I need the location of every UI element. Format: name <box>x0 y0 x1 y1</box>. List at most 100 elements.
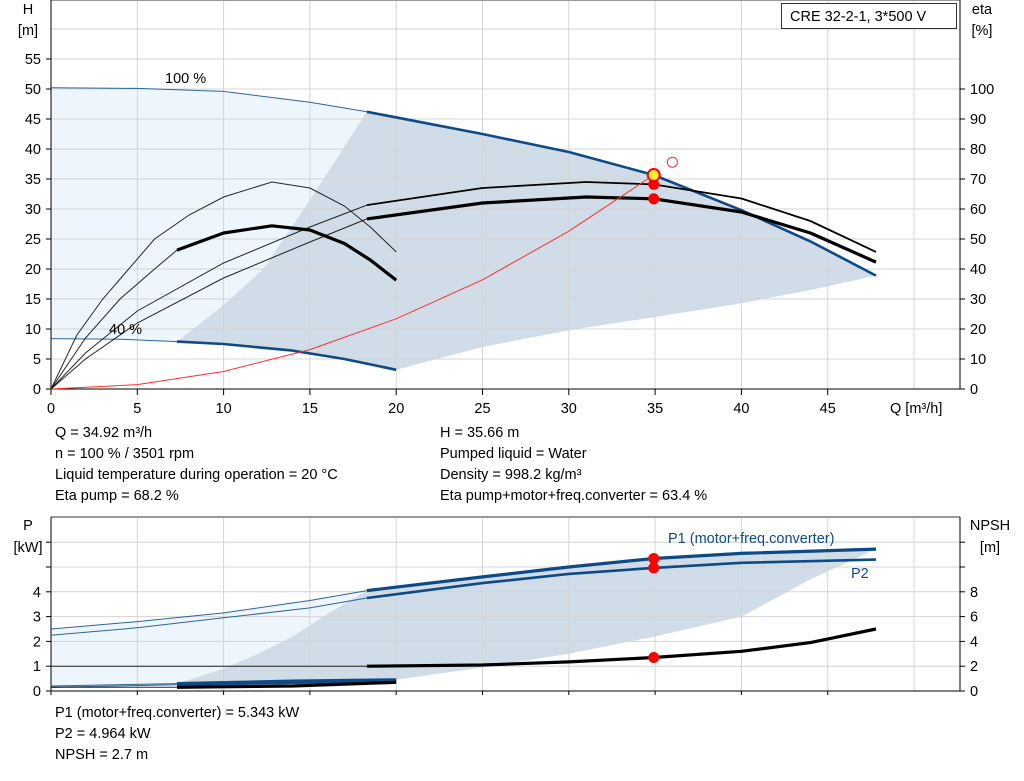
info-speed: n = 100 % / 3501 rpm <box>55 446 195 462</box>
y-axis-unit: [m] <box>18 23 38 39</box>
series-line-thin <box>50 338 178 343</box>
series-line-thin <box>50 597 367 636</box>
x-tick-label: 25 <box>474 401 490 417</box>
duty-point-head <box>646 168 661 183</box>
y2-tick-label: 60 <box>970 202 986 218</box>
y-tick-label: 20 <box>25 262 41 278</box>
y-tick-label: 4 <box>33 585 41 601</box>
y2-tick-label: 10 <box>970 352 986 368</box>
info-p1: P1 (motor+freq.converter) = 5.343 kW <box>55 705 300 721</box>
duty-point-npsh <box>648 652 660 664</box>
info-eta-pump: Eta pump = 68.2 % <box>55 488 179 504</box>
y2-tick-label: 40 <box>970 262 986 278</box>
x-tick-label: 10 <box>216 401 232 417</box>
duty-point-p1 <box>648 552 660 564</box>
series-line <box>176 678 397 686</box>
series-line <box>176 340 397 372</box>
y-tick-label: 50 <box>25 82 41 98</box>
annotation-40-percent: 40 % <box>109 322 142 338</box>
y-tick-label: 30 <box>25 202 41 218</box>
y2-axis-unit: [m] <box>980 540 1000 556</box>
x-tick-label: 30 <box>561 401 577 417</box>
info-eta-total: Eta pump+motor+freq.converter = 63.4 % <box>440 488 708 504</box>
x-tick-label: 5 <box>133 401 141 417</box>
y2-tick-label: 100 <box>970 82 994 98</box>
series-line <box>366 558 877 600</box>
info-liquid: Pumped liquid = Water <box>440 446 587 462</box>
y-tick-label: 0 <box>33 684 41 700</box>
dark-operating-area <box>177 111 876 370</box>
duty-point-p2 <box>648 562 660 574</box>
info-top-right: H = 35.66 m Pumped liquid = Water Densit… <box>440 423 707 507</box>
y-tick-label: 10 <box>25 322 41 338</box>
light-operating-area <box>51 87 367 342</box>
y-tick-label: 5 <box>33 352 41 368</box>
annotation-p2: P2 <box>851 566 869 582</box>
x-tick-label: 35 <box>647 401 663 417</box>
y2-tick-label: 0 <box>970 684 978 700</box>
x-axis-label: Q [m³/h] <box>890 401 942 417</box>
y-tick-label: 25 <box>25 232 41 248</box>
info-bottom: P1 (motor+freq.converter) = 5.343 kW P2 … <box>55 703 299 766</box>
x-tick-label: 0 <box>47 401 55 417</box>
y2-tick-label: 8 <box>970 585 978 601</box>
info-temperature: Liquid temperature during operation = 20… <box>55 467 338 483</box>
series-line-thin <box>50 590 367 630</box>
y2-tick-label: 70 <box>970 172 986 188</box>
y-axis-unit: [kW] <box>14 540 43 556</box>
y2-axis-label: eta <box>972 2 993 18</box>
info-top-left: Q = 34.92 m³/h n = 100 % / 3501 rpm Liqu… <box>55 423 338 507</box>
series-line-thin <box>50 181 397 390</box>
info-h: H = 35.66 m <box>440 425 520 441</box>
y-tick-label: 2 <box>33 634 41 650</box>
series-line <box>176 680 397 689</box>
y-tick-label: 0 <box>33 382 41 398</box>
series-line <box>366 547 877 593</box>
y-tick-label: 3 <box>33 610 41 626</box>
y2-tick-label: 4 <box>970 634 978 650</box>
pump-model-label: CRE 32-2-1, 3*500 V <box>781 3 957 29</box>
y-tick-label: 40 <box>25 142 41 158</box>
y2-tick-label: 6 <box>970 610 978 626</box>
series-line-thin <box>50 204 368 390</box>
series-line-thin <box>50 249 178 390</box>
y-tick-label: 55 <box>25 52 41 68</box>
x-tick-label: 40 <box>733 401 749 417</box>
series-line-thin <box>50 87 367 113</box>
series-line <box>176 224 398 282</box>
info-q: Q = 34.92 m³/h <box>55 425 153 441</box>
y2-axis-label: NPSH <box>970 518 1010 534</box>
duty-point-eta-pump <box>648 178 660 190</box>
series-line-thin <box>50 683 178 687</box>
duty-point-eta-total <box>648 193 660 205</box>
system-marker <box>666 156 678 168</box>
y-axis-label: P <box>23 518 33 534</box>
y2-axis-unit: [%] <box>972 23 993 39</box>
x-tick-label: 45 <box>820 401 836 417</box>
y-tick-label: 1 <box>33 659 41 675</box>
x-tick-label: 20 <box>388 401 404 417</box>
annotation-p1: P1 (motor+freq.converter) <box>668 531 834 547</box>
y2-tick-label: 90 <box>970 112 986 128</box>
y2-tick-label: 30 <box>970 292 986 308</box>
y2-tick-label: 20 <box>970 322 986 338</box>
y2-tick-label: 2 <box>970 659 978 675</box>
series-line <box>176 679 397 687</box>
light-operating-area <box>51 590 367 686</box>
y2-tick-label: 80 <box>970 142 986 158</box>
series-line-thin <box>50 218 368 390</box>
y-tick-label: 15 <box>25 292 41 308</box>
info-npsh: NPSH = 2.7 m <box>55 747 149 763</box>
system-curve <box>50 174 654 390</box>
x-tick-label: 15 <box>302 401 318 417</box>
y2-tick-label: 50 <box>970 232 986 248</box>
info-p2: P2 = 4.964 kW <box>55 726 151 742</box>
info-density: Density = 998.2 kg/m³ <box>440 467 582 483</box>
annotation-100-percent: 100 % <box>165 71 206 87</box>
y-tick-label: 45 <box>25 112 41 128</box>
y-axis-label: H <box>23 2 33 18</box>
y-tick-label: 35 <box>25 172 41 188</box>
y2-tick-label: 0 <box>970 382 978 398</box>
